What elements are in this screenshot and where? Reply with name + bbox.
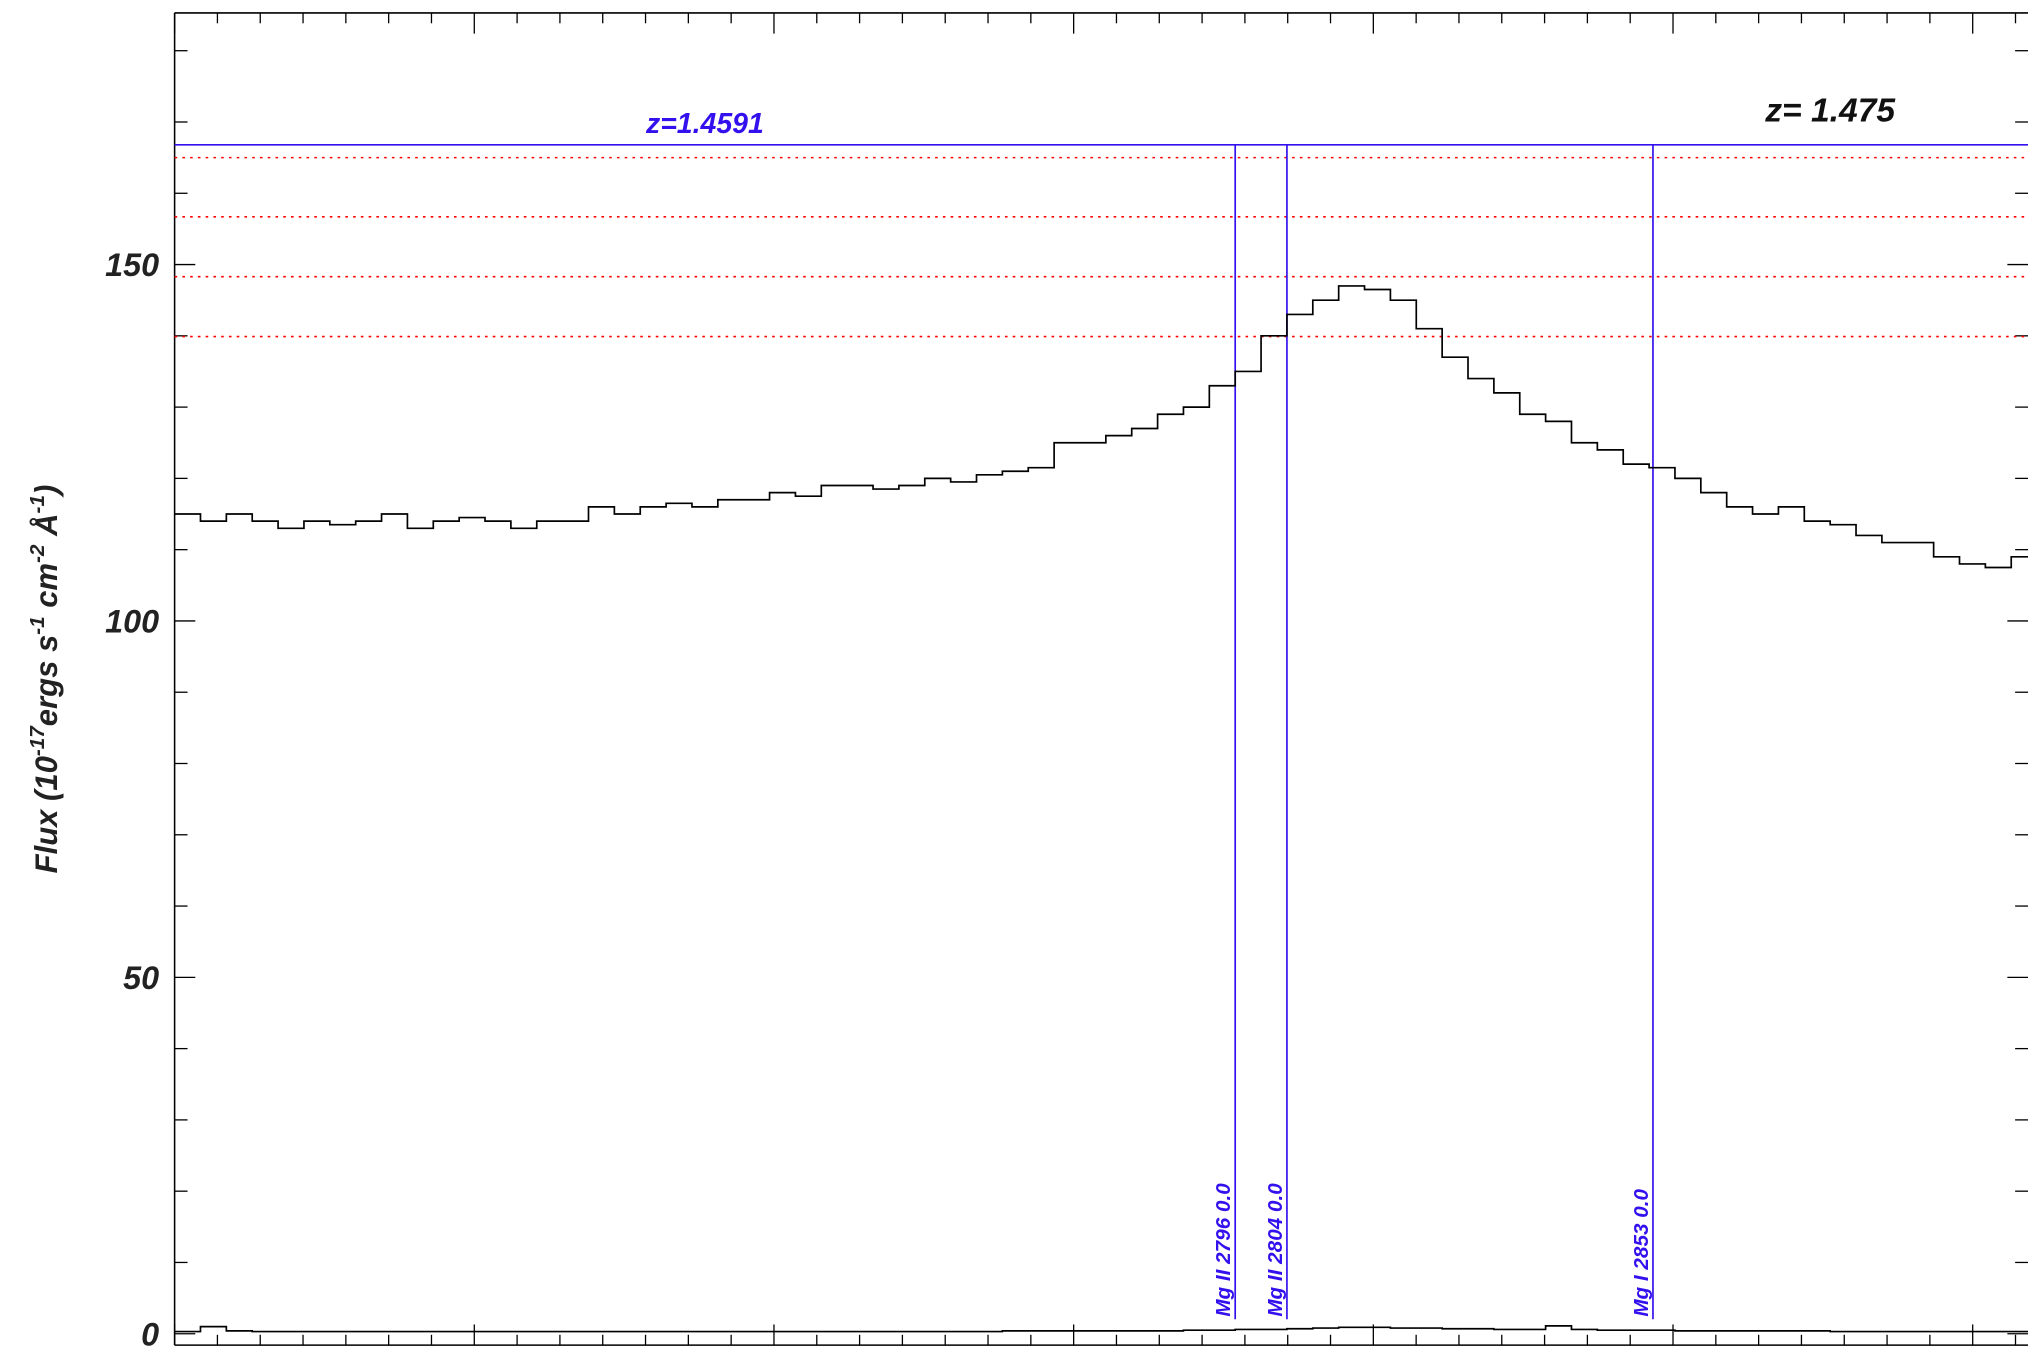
y-label-part: ) <box>29 485 64 498</box>
line-label: Mg II 2804 0.0 <box>1264 1183 1287 1317</box>
spectrum <box>174 285 2028 569</box>
y-label-part: cm <box>29 563 64 616</box>
y-tick-label: 50 <box>123 960 159 996</box>
line-label: Mg II 2796 0.0 <box>1212 1183 1235 1317</box>
y-tick-label: 100 <box>105 604 159 640</box>
redshift-label: z=1.4591 <box>645 108 764 140</box>
y-label-part: ergs s <box>29 635 64 726</box>
y-tick-label: 0 <box>141 1316 159 1347</box>
spectrum <box>174 1325 2028 1333</box>
fit-label: z= 1.475 <box>1764 93 1896 130</box>
y-label-part: -1 <box>26 495 49 513</box>
y-label-part: -17 <box>26 725 49 756</box>
line-label: Mg I 2853 0.0 <box>1630 1189 1653 1317</box>
y-label-part: -2 <box>26 544 49 563</box>
y-axis-label: Flux (10-17ergs s-1 cm-2 Å-1) <box>26 485 64 874</box>
y-label-part: Flux (10 <box>29 756 64 873</box>
y-label-part: Å <box>29 513 64 544</box>
y-tick-label: 150 <box>105 247 159 283</box>
y-label-part: -1 <box>26 616 49 634</box>
